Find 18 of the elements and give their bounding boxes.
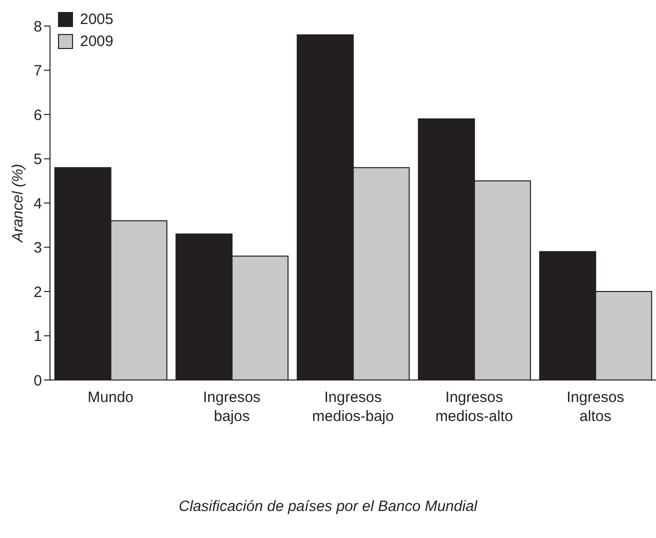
y-tick-label: 5 [34,151,42,168]
y-tick-label: 2 [34,284,42,301]
y-tick-label: 6 [34,106,42,124]
legend-label: 2005 [80,10,114,28]
x-tick-label: Ingresos medios-bajo [312,389,394,425]
y-tick-label: 0 [34,372,42,390]
y-tick-label: 4 [34,195,42,212]
x-tick-label: Ingresos altos [566,389,624,425]
x-axis-title: Clasificación de países por el Banco Mundial [178,498,478,515]
x-tick-label: Mundo [88,389,134,406]
x-tick-label: Ingresos medios-alto [435,389,513,425]
legend-label: 2009 [80,32,114,50]
y-axis-title: Arancel (%) [9,164,26,244]
y-tick-label: 8 [34,18,42,36]
y-tick-label: 3 [34,240,42,257]
x-tick-label: Ingresos bajos [203,389,261,425]
y-tick-label: 7 [34,62,42,80]
y-tick-label: 1 [34,328,42,346]
